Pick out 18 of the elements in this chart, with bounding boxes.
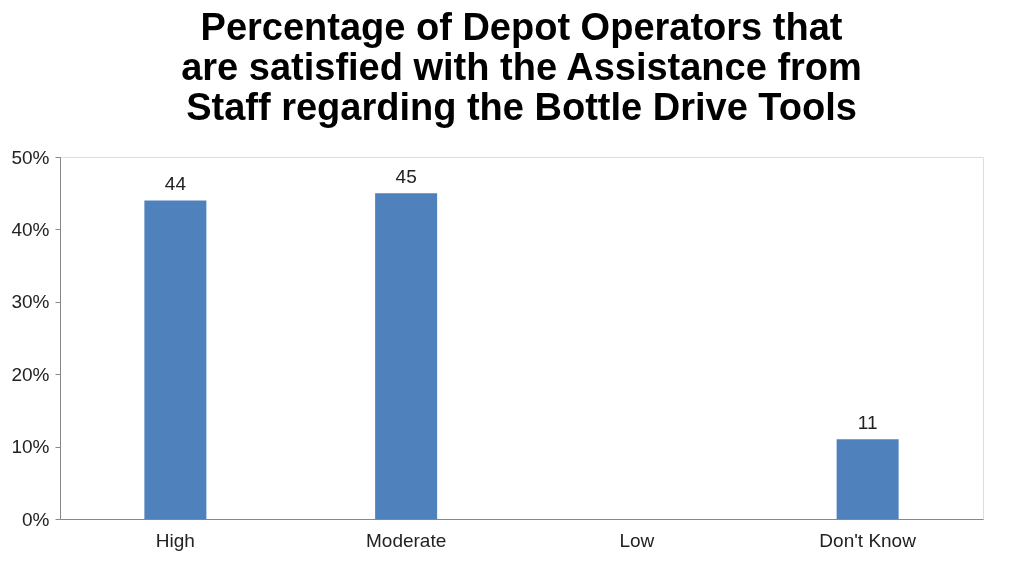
bar	[375, 193, 438, 519]
x-tick-label: Moderate	[365, 529, 447, 551]
bar	[836, 439, 899, 519]
text: Staff regarding the Bottle Drive Tools	[186, 86, 857, 128]
y-tick-label: 40%	[11, 218, 50, 240]
y-tick-label: 20%	[11, 363, 50, 385]
data-label: 45	[395, 166, 417, 188]
data-label: 11	[857, 412, 878, 434]
y-tick-label: 10%	[11, 436, 50, 458]
data-label: 44	[164, 173, 187, 195]
bar	[144, 200, 207, 519]
y-tick-label: 30%	[11, 291, 50, 313]
x-tick-label: Low	[619, 529, 655, 551]
x-tick-label: Don't Know	[819, 529, 917, 551]
y-tick-label: 0%	[22, 508, 50, 530]
x-tick-label: High	[155, 529, 195, 551]
y-tick-label: 50%	[11, 146, 50, 168]
text: Percentage of Depot Operators that	[200, 6, 843, 48]
